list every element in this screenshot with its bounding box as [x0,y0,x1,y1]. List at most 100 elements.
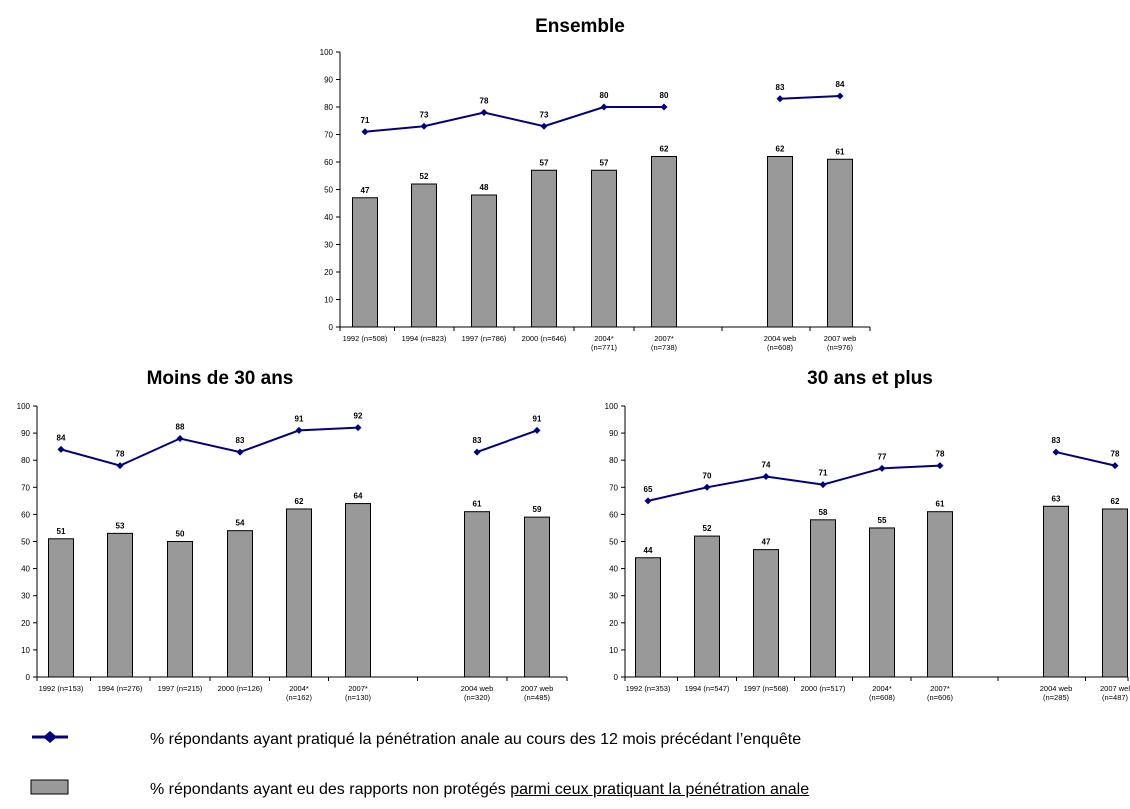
legend-bar-label-underlined: parmi ceux pratiquant la pénétration ana… [510,781,810,798]
line-marker-ensemble [836,92,844,100]
x-tick-label-moins-30: (n=162) [286,693,313,702]
line-label-ensemble: 80 [660,91,669,100]
bar-label-30-plus: 55 [878,516,887,525]
y-tick-label-ensemble: 60 [324,158,333,167]
y-tick-label-moins-30: 0 [26,673,31,682]
line-label-ensemble: 71 [361,116,370,125]
bar-label-ensemble: 47 [361,186,370,195]
series-line-30-plus [647,464,941,502]
x-tick-label-moins-30: 1994 (n=276) [98,684,143,693]
y-tick-label-30-plus: 40 [609,565,618,574]
line-label-ensemble: 83 [776,83,785,92]
bar-label-moins-30: 50 [176,530,185,539]
bar-moins-30 [48,538,74,678]
x-tick-label-ensemble: (n=608) [767,343,794,352]
series-line-ensemble [364,106,664,133]
line-marker-30-plus [819,481,827,489]
line-label-30-plus: 74 [762,460,771,469]
chart-title-moins-30: Moins de 30 ans [146,368,294,389]
line-label-30-plus: 70 [703,471,712,480]
line-marker-30-plus [644,497,652,505]
bar-30-plus [810,519,836,678]
bar-30-plus [694,535,720,678]
x-tick-label-30-plus: 2004 web [1040,684,1073,693]
y-tick-label-ensemble: 70 [324,131,333,140]
x-tick-label-ensemble: 2007* [654,334,674,343]
line-marker-30-plus [1052,448,1060,456]
line-label-30-plus: 71 [819,469,828,478]
x-tick-label-30-plus: 1997 (n=568) [744,684,789,693]
x-tick-label-ensemble: 1994 (n=823) [402,334,447,343]
x-tick-label-moins-30: 2000 (n=126) [218,684,263,693]
bar-ensemble [531,169,557,328]
bar-moins-30 [286,508,312,678]
line-marker-30-plus [878,464,886,472]
bar-ensemble [471,194,497,328]
line-label-30-plus: 78 [1111,450,1120,459]
y-tick-label-moins-30: 20 [21,619,30,628]
bar-label-moins-30: 62 [295,497,304,506]
bar-label-30-plus: 61 [936,500,945,509]
x-tick-label-30-plus: 1992 (n=353) [626,684,671,693]
y-tick-label-30-plus: 10 [609,646,618,655]
bar-moins-30 [107,532,133,678]
y-tick-label-moins-30: 50 [21,538,30,547]
line-label-moins-30: 92 [354,412,363,421]
x-tick-label-30-plus: 2007* [930,684,950,693]
y-tick-label-30-plus: 60 [609,510,618,519]
line-marker-moins-30 [473,448,481,456]
y-tick-label-moins-30: 80 [21,456,30,465]
series-line-30-plus [1055,451,1116,467]
x-tick-label-ensemble: 2000 (n=646) [522,334,567,343]
x-tick-label-30-plus: (n=487) [1102,693,1129,702]
y-tick-label-ensemble: 20 [324,268,333,277]
line-marker-moins-30 [533,426,541,434]
y-tick-label-moins-30: 10 [21,646,30,655]
x-tick-label-moins-30: 2007 web [521,684,554,693]
bar-label-ensemble: 62 [776,145,785,154]
legend-line-swatch [32,731,68,743]
line-label-30-plus: 83 [1052,436,1061,445]
x-tick-label-ensemble: (n=771) [591,343,618,352]
line-label-moins-30: 91 [295,414,304,423]
x-tick-label-ensemble: 2004 web [764,334,797,343]
y-tick-label-30-plus: 20 [609,619,618,628]
bar-ensemble [411,183,437,328]
bar-moins-30 [524,516,550,678]
y-tick-label-moins-30: 90 [21,429,30,438]
x-tick-label-30-plus: 2007 wel [1100,684,1130,693]
bar-label-30-plus: 44 [644,546,653,555]
bar-30-plus [869,527,895,678]
series-line-moins-30 [476,429,538,454]
bar-label-30-plus: 58 [819,508,828,517]
line-label-moins-30: 83 [473,436,482,445]
legend-bar-label: % répondants ayant eu des rapports non p… [150,781,809,799]
bar-label-moins-30: 51 [57,527,66,536]
line-label-30-plus: 65 [644,485,653,494]
line-label-moins-30: 83 [236,436,245,445]
bar-label-ensemble: 57 [600,158,609,167]
bar-label-30-plus: 52 [703,524,712,533]
y-tick-label-30-plus: 0 [614,673,619,682]
line-marker-ensemble [660,103,668,111]
line-label-ensemble: 73 [420,110,429,119]
x-tick-label-ensemble: 1992 (n=508) [343,334,388,343]
line-marker-ensemble [420,122,428,130]
legend-bar-label-plain: % répondants ayant eu des rapports non p… [150,781,511,798]
line-marker-moins-30 [354,424,362,432]
bar-30-plus [753,549,779,678]
series-line-ensemble [779,95,841,100]
x-tick-label-moins-30: (n=130) [345,693,372,702]
x-tick-label-ensemble: (n=976) [827,343,854,352]
y-tick-label-30-plus: 90 [609,429,618,438]
bar-moins-30 [464,511,490,678]
bar-moins-30 [345,503,371,678]
legend-line-label: % répondants ayant pratiqué la pénétrati… [150,731,802,748]
x-tick-label-moins-30: 2004* [289,684,309,693]
bar-moins-30 [167,541,193,678]
line-label-ensemble: 78 [480,97,489,106]
bar-30-plus [1102,508,1128,678]
y-tick-label-ensemble: 50 [324,186,333,195]
series-line-moins-30 [60,426,359,467]
